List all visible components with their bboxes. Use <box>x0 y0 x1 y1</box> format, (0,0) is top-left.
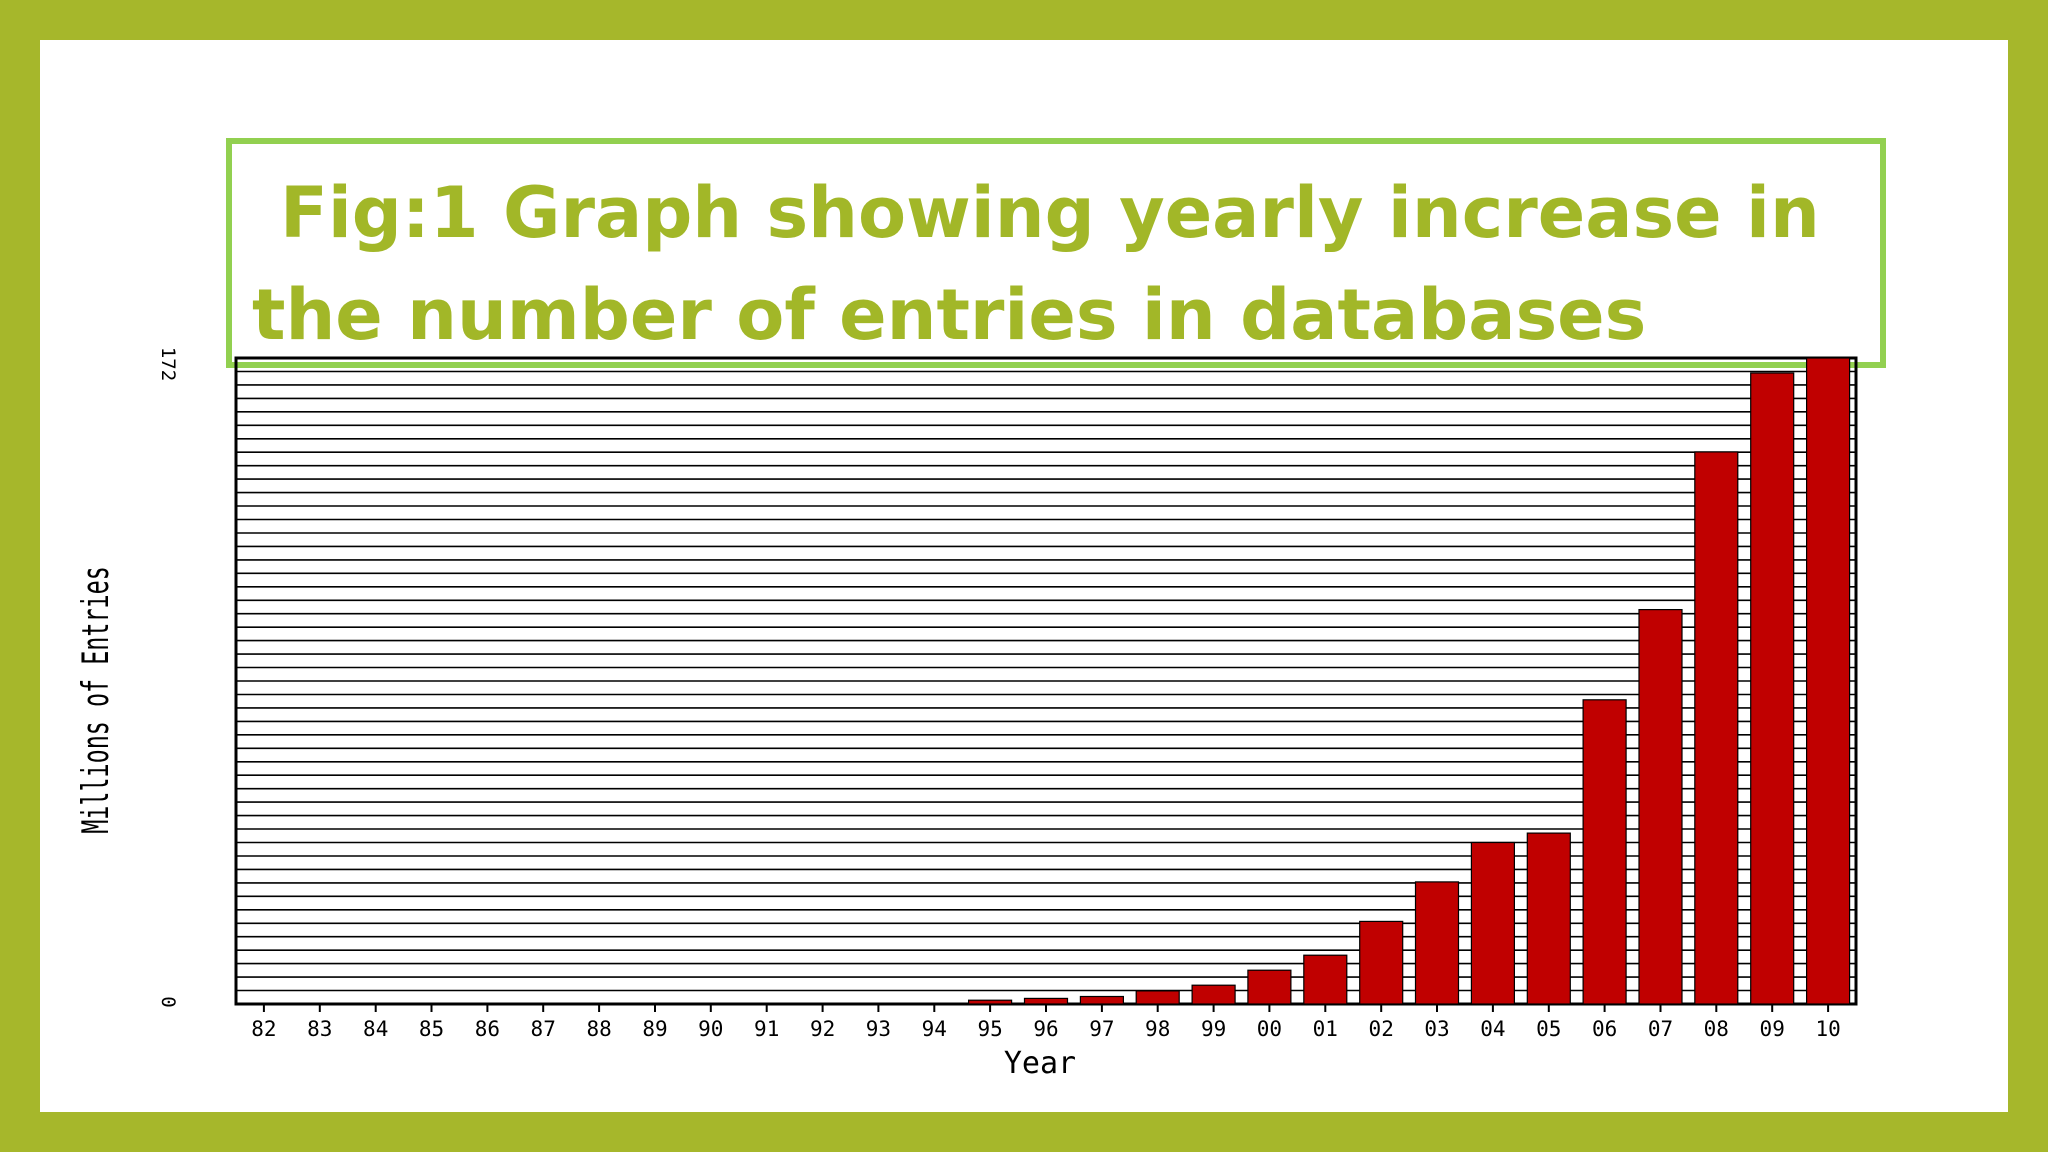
x-tick-label-94: 94 <box>922 1017 947 1041</box>
x-tick-label-95: 95 <box>977 1017 1002 1041</box>
x-axis-label: Year <box>1004 1046 1076 1081</box>
bar-03 <box>1414 881 1460 1005</box>
x-tick-label-86: 86 <box>475 1017 500 1041</box>
bar-06 <box>1582 699 1627 1005</box>
x-tick-label-84: 84 <box>363 1017 388 1041</box>
x-tick-label-91: 91 <box>754 1017 779 1041</box>
bar-08 <box>1694 451 1739 1005</box>
bar-98 <box>1135 990 1180 1005</box>
x-tick-label-82: 82 <box>251 1017 276 1041</box>
x-tick-label-02: 02 <box>1369 1017 1394 1041</box>
x-tick-label-04: 04 <box>1480 1017 1505 1041</box>
y-tick-label-bottom: 0 <box>157 996 179 1007</box>
x-tick-label-96: 96 <box>1033 1017 1058 1041</box>
bar-01 <box>1303 954 1348 1005</box>
x-tick-label-05: 05 <box>1536 1017 1561 1041</box>
slide-title: Fig:1 Graph showing yearly increase in t… <box>252 172 1820 356</box>
x-tick-label-90: 90 <box>698 1017 723 1041</box>
bar-00 <box>1247 969 1292 1005</box>
x-tick-label-08: 08 <box>1704 1017 1729 1041</box>
x-tick-label-99: 99 <box>1201 1017 1226 1041</box>
x-tick-label-85: 85 <box>419 1017 444 1041</box>
bar-series <box>967 357 1851 1005</box>
x-tick-label-97: 97 <box>1089 1017 1114 1041</box>
x-tick-label-07: 07 <box>1648 1017 1673 1041</box>
x-tick-label-93: 93 <box>866 1017 891 1041</box>
bar-05 <box>1526 832 1571 1005</box>
x-tick-label-03: 03 <box>1424 1017 1449 1041</box>
title-box: Fig:1 Graph showing yearly increase in t… <box>226 138 1886 368</box>
x-axis-ticks: 82 83 84 85 86 87 88 89 90 91 92 93 94 95 96 97 98 99 00 01… <box>251 1004 1841 1041</box>
bar-07 <box>1638 608 1683 1005</box>
bar-10 <box>1805 357 1851 1005</box>
y-tick-label-top: 172 <box>157 347 179 381</box>
x-tick-label-10: 10 <box>1815 1017 1840 1041</box>
x-tick-label-01: 01 <box>1313 1017 1338 1041</box>
x-tick-label-92: 92 <box>810 1017 835 1041</box>
x-tick-label-06: 06 <box>1592 1017 1617 1041</box>
x-tick-label-09: 09 <box>1760 1017 1785 1041</box>
x-tick-label-89: 89 <box>642 1017 667 1041</box>
bar-96 <box>1023 997 1069 1005</box>
bar-95 <box>967 999 1013 1005</box>
x-tick-label-00: 00 <box>1257 1017 1282 1041</box>
x-tick-label-87: 87 <box>531 1017 556 1041</box>
x-tick-label-88: 88 <box>586 1017 611 1041</box>
bar-97 <box>1079 995 1125 1005</box>
x-tick-label-83: 83 <box>307 1017 332 1041</box>
bar-02 <box>1359 920 1404 1005</box>
slide: Fig:1 Graph showing yearly increase in t… <box>40 40 2008 1112</box>
bar-04 <box>1470 841 1516 1005</box>
y-axis-label: Millions of Entries <box>75 566 118 834</box>
bar-09 <box>1750 372 1795 1005</box>
x-tick-label-98: 98 <box>1145 1017 1170 1041</box>
bar-99 <box>1191 984 1236 1005</box>
